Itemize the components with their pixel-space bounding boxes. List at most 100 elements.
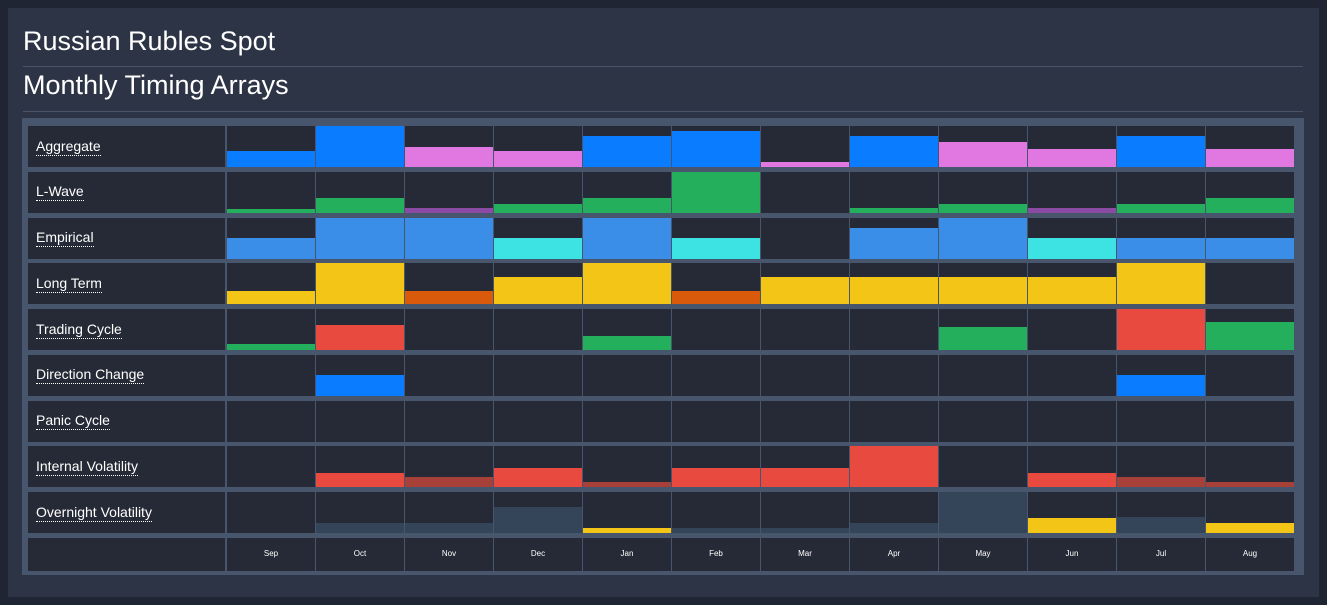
- cell-panic-cycle-apr: [850, 400, 938, 442]
- cell-l-wave-feb: [672, 171, 760, 213]
- bar-direction-change-oct: [316, 375, 404, 396]
- cell-trading-cycle-sep: [227, 309, 315, 350]
- bar-aggregate-jul: [1117, 136, 1205, 167]
- cell-panic-cycle-aug: [1206, 400, 1294, 442]
- row-label-text-internal-volatility[interactable]: Internal Volatility: [36, 457, 138, 476]
- cell-empirical-nov: [405, 217, 493, 259]
- bar-overnight-volatility-oct: [316, 523, 404, 533]
- cell-internal-volatility-nov: [405, 446, 493, 488]
- bar-internal-volatility-mar: [761, 467, 849, 488]
- axis-cell-oct: Oct: [316, 537, 404, 571]
- bar-long-term-dec: [494, 277, 582, 305]
- month-label-nov: Nov: [441, 549, 457, 559]
- cell-long-term-may: [939, 263, 1027, 305]
- axis-cell-apr: Apr: [850, 537, 938, 571]
- bar-internal-volatility-jun: [1028, 472, 1116, 488]
- title-divider: [23, 66, 1303, 67]
- row-label-text-l-wave[interactable]: L-Wave: [36, 183, 84, 202]
- bar-internal-volatility-nov: [405, 477, 493, 488]
- axis-cell-dec: Dec: [494, 537, 582, 571]
- cell-internal-volatility-jul: [1117, 446, 1205, 488]
- cell-l-wave-sep: [227, 171, 315, 213]
- month-label-jun: Jun: [1065, 549, 1079, 559]
- month-label-dec: Dec: [530, 549, 546, 559]
- cell-internal-volatility-may: [939, 446, 1027, 488]
- row-label-internal-volatility: Internal Volatility: [28, 446, 225, 488]
- cell-l-wave-may: [939, 171, 1027, 213]
- bar-empirical-sep: [227, 238, 315, 259]
- cell-internal-volatility-jan: [583, 446, 671, 488]
- bar-trading-cycle-jul: [1117, 309, 1205, 350]
- row-label-empirical: Empirical: [28, 217, 225, 259]
- bar-l-wave-jan: [583, 198, 671, 213]
- bar-long-term-jul: [1117, 263, 1205, 305]
- axis-cell-feb: Feb: [672, 537, 760, 571]
- cell-l-wave-aug: [1206, 171, 1294, 213]
- bar-aggregate-sep: [227, 151, 315, 167]
- cell-empirical-oct: [316, 217, 404, 259]
- bar-overnight-volatility-feb: [672, 528, 760, 533]
- cell-panic-cycle-mar: [761, 400, 849, 442]
- bar-aggregate-aug: [1206, 148, 1294, 167]
- cell-long-term-dec: [494, 263, 582, 305]
- bar-internal-volatility-feb: [672, 467, 760, 488]
- bar-empirical-feb: [672, 238, 760, 259]
- bar-overnight-volatility-may: [939, 492, 1027, 533]
- bar-l-wave-apr: [850, 207, 938, 213]
- cell-panic-cycle-sep: [227, 400, 315, 442]
- row-label-text-direction-change[interactable]: Direction Change: [36, 366, 145, 385]
- cell-direction-change-aug: [1206, 354, 1294, 396]
- cell-trading-cycle-oct: [316, 309, 404, 350]
- bar-l-wave-may: [939, 203, 1027, 213]
- cell-empirical-jul: [1117, 217, 1205, 259]
- bar-aggregate-apr: [850, 136, 938, 167]
- bar-internal-volatility-aug: [1206, 482, 1294, 488]
- bar-long-term-apr: [850, 277, 938, 305]
- bar-aggregate-may: [939, 141, 1027, 167]
- bar-overnight-volatility-dec: [494, 506, 582, 533]
- cell-l-wave-apr: [850, 171, 938, 213]
- row-label-text-long-term[interactable]: Long Term: [36, 274, 102, 293]
- cell-overnight-volatility-aug: [1206, 492, 1294, 533]
- bar-internal-volatility-dec: [494, 467, 582, 488]
- bar-l-wave-oct: [316, 198, 404, 213]
- row-label-text-overnight-volatility[interactable]: Overnight Volatility: [36, 503, 152, 522]
- bar-overnight-volatility-jan: [583, 528, 671, 533]
- bar-internal-volatility-oct: [316, 472, 404, 488]
- bar-l-wave-nov: [405, 207, 493, 213]
- cell-aggregate-nov: [405, 126, 493, 167]
- row-label-text-panic-cycle[interactable]: Panic Cycle: [36, 412, 110, 430]
- axis-cell-may: May: [939, 537, 1027, 571]
- cell-long-term-feb: [672, 263, 760, 305]
- cell-direction-change-jan: [583, 354, 671, 396]
- cell-direction-change-jul: [1117, 354, 1205, 396]
- month-label-mar: Mar: [798, 549, 812, 559]
- axis-cell-jul: Jul: [1117, 537, 1205, 571]
- timing-array-grid: Aggregate L-Wave Empirical Long Term Trading…: [22, 118, 1304, 575]
- bar-empirical-may: [939, 217, 1027, 259]
- row-label-text-trading-cycle[interactable]: Trading Cycle: [36, 320, 122, 339]
- bar-long-term-mar: [761, 277, 849, 305]
- bar-long-term-feb: [672, 290, 760, 305]
- bar-long-term-jun: [1028, 277, 1116, 305]
- cell-empirical-may: [939, 217, 1027, 259]
- cell-overnight-volatility-sep: [227, 492, 315, 533]
- cell-long-term-nov: [405, 263, 493, 305]
- cell-aggregate-dec: [494, 126, 582, 167]
- bar-empirical-apr: [850, 227, 938, 259]
- row-label-text-aggregate[interactable]: Aggregate: [36, 137, 101, 156]
- cell-internal-volatility-oct: [316, 446, 404, 488]
- bar-empirical-dec: [494, 238, 582, 259]
- cell-aggregate-apr: [850, 126, 938, 167]
- cell-long-term-jun: [1028, 263, 1116, 305]
- row-label-text-empirical[interactable]: Empirical: [36, 229, 94, 247]
- bar-empirical-nov: [405, 217, 493, 259]
- cell-trading-cycle-apr: [850, 309, 938, 350]
- month-label-apr: Apr: [887, 549, 901, 559]
- bar-l-wave-dec: [494, 203, 582, 213]
- bar-l-wave-jun: [1028, 207, 1116, 213]
- cell-empirical-sep: [227, 217, 315, 259]
- cell-direction-change-mar: [761, 354, 849, 396]
- cell-l-wave-oct: [316, 171, 404, 213]
- cell-overnight-volatility-nov: [405, 492, 493, 533]
